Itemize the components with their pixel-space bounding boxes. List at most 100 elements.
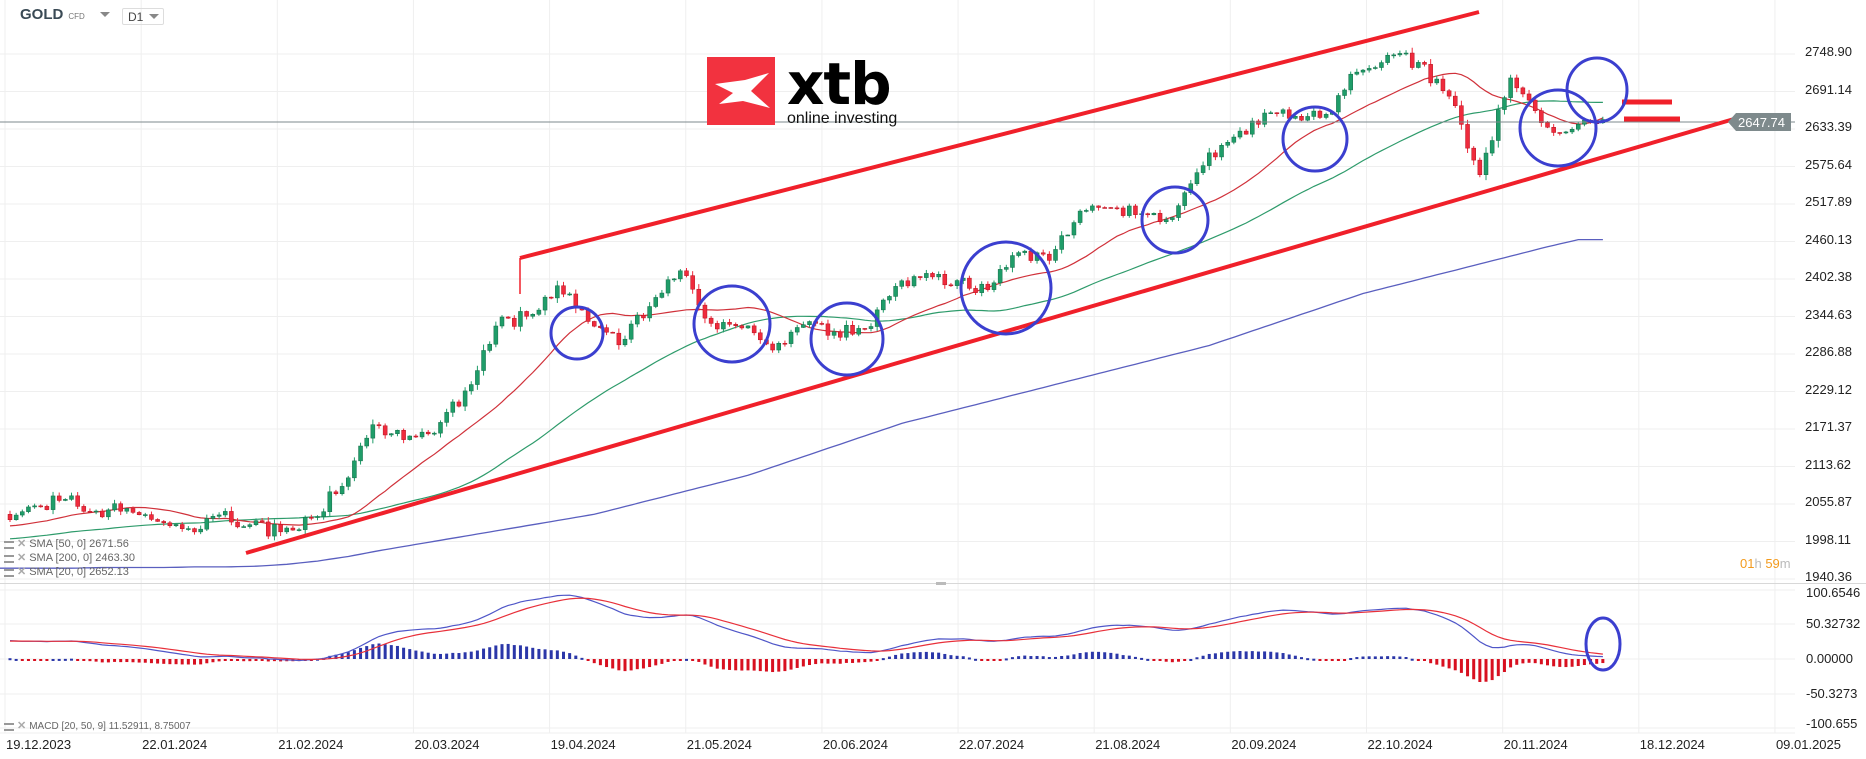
candle-body (389, 433, 394, 436)
candle-body (751, 325, 757, 334)
menu-icon[interactable] (4, 540, 14, 549)
legend-sma200[interactable]: ✕ SMA [200, 0] 2463.30 (4, 552, 135, 565)
candle-body (1200, 165, 1206, 173)
candle (721, 319, 726, 333)
macd-histogram-bar (685, 658, 688, 661)
macd-histogram-bar (1207, 653, 1211, 659)
macd-histogram-bar (648, 659, 652, 668)
candle-body (1514, 77, 1519, 89)
current-price-tag: 2647.74 (1728, 113, 1791, 131)
candle (370, 419, 376, 444)
close-icon[interactable]: ✕ (17, 566, 27, 578)
candle (1077, 209, 1083, 226)
close-icon[interactable]: ✕ (17, 720, 27, 732)
candle (1071, 220, 1077, 239)
candle (112, 499, 117, 512)
candle (487, 341, 492, 353)
macd-histogram-bar (1152, 659, 1156, 661)
candle-body (1219, 145, 1224, 158)
candle-body (499, 316, 505, 327)
macd-histogram-bar (100, 659, 104, 663)
macd-histogram-bar (1318, 659, 1322, 661)
highlight-circle (809, 301, 885, 377)
candle-body (266, 521, 271, 537)
candle (1151, 212, 1157, 216)
candle-body (733, 324, 738, 326)
candle-body (112, 503, 117, 511)
macd-histogram-bar (629, 659, 633, 671)
candle-body (241, 526, 246, 528)
macd-histogram-bar (420, 651, 424, 659)
price-axis-label: 2575.64 (1805, 156, 1852, 172)
candle (32, 503, 37, 509)
menu-icon[interactable] (4, 722, 14, 731)
candle-body (425, 431, 431, 435)
candle-body (1576, 123, 1581, 130)
candle-body (647, 306, 652, 319)
legend-sma20[interactable]: ✕ SMA [20, 0] 2652.13 (4, 566, 129, 579)
candle-body (758, 332, 763, 341)
macd-axis-label: -100.655 (1806, 716, 1858, 731)
legend-macd[interactable]: ✕ MACD [20, 50, 9] 11.52911, 8.75007 (4, 720, 191, 733)
macd-histogram-bar (974, 658, 978, 661)
macd-histogram-bar (1121, 655, 1125, 659)
macd-histogram-bar (980, 659, 984, 661)
candle-body (1403, 52, 1409, 55)
chevron-down-icon[interactable] (99, 12, 110, 17)
macd-histogram-bar (986, 659, 990, 661)
macd-histogram-bar (266, 659, 270, 662)
symbol-selector[interactable]: GOLD CFD (20, 6, 110, 23)
candle (321, 508, 326, 520)
candle (493, 321, 499, 348)
candle-body (284, 527, 289, 533)
macd-histogram-bar (106, 659, 110, 663)
close-icon[interactable]: ✕ (17, 552, 27, 564)
macd-histogram-bar (272, 659, 276, 662)
candle (136, 510, 142, 516)
macd-histogram-bar (26, 659, 30, 661)
legend-sma50[interactable]: ✕ SMA [50, 0] 2671.56 (4, 538, 129, 551)
macd-histogram-bar (475, 650, 479, 659)
macd-histogram-bar (715, 659, 719, 669)
candle-body (690, 275, 695, 290)
candle-body (936, 274, 941, 278)
menu-icon[interactable] (4, 554, 14, 563)
macd-histogram-bar (70, 658, 73, 661)
x-icon (715, 73, 770, 108)
timeframe-select[interactable]: D1 (122, 8, 164, 25)
candle-body (1114, 207, 1120, 210)
candle (899, 279, 904, 290)
price-axis-label: 2229.12 (1805, 381, 1852, 397)
candle-body (782, 342, 788, 345)
candle (1040, 249, 1046, 257)
candle (358, 442, 363, 465)
candle-body (967, 277, 972, 289)
candle-body (899, 280, 904, 287)
macd-histogram-bar (1004, 658, 1008, 661)
candle (1237, 127, 1243, 140)
candle (1256, 119, 1261, 128)
macd-histogram-bar (131, 659, 135, 663)
candle-body (911, 276, 917, 287)
candle-body (954, 280, 960, 286)
candle (1219, 143, 1224, 161)
macd-histogram-bar (943, 653, 947, 659)
close-icon[interactable]: ✕ (17, 538, 27, 550)
candle-body (616, 332, 622, 346)
macd-histogram-bar (1472, 659, 1476, 680)
candle-body (296, 529, 302, 531)
macd-histogram-bar (543, 649, 547, 659)
menu-icon[interactable] (4, 568, 14, 577)
macd-histogram-bar (721, 659, 725, 670)
candle-body (1084, 210, 1089, 212)
candle-body (1207, 152, 1212, 166)
price-axis-label: 1998.11 (1805, 531, 1852, 547)
macd-histogram-bar (1177, 659, 1180, 662)
candle (973, 285, 978, 295)
candle (198, 525, 203, 535)
macd-histogram-bar (857, 659, 861, 663)
macd-histogram-bar (844, 659, 848, 663)
candle (868, 323, 874, 332)
macd-histogram-bar (525, 646, 529, 659)
